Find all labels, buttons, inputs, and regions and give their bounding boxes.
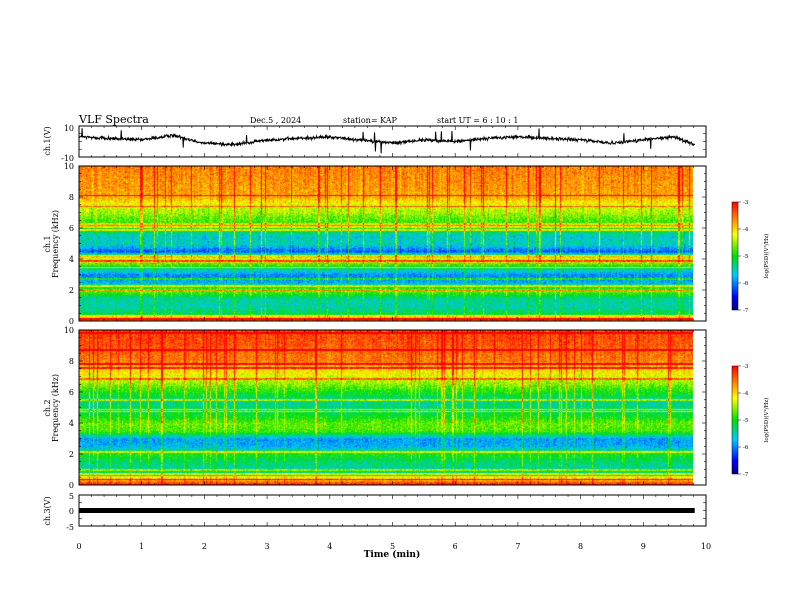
spec-ytick-label: 4 — [69, 419, 74, 428]
spec-ytick-label: 8 — [69, 193, 74, 202]
spec-ytick-label: 6 — [69, 388, 74, 397]
colorbar-tick-label: -3 — [743, 364, 749, 370]
ch1-spectrogram-panel: 0 2 4 6 8 10 ch.1 Frequency (kHz) — [43, 162, 707, 326]
header-start-time: start UT = 6 : 10 : 1 — [437, 116, 519, 125]
x-tick-label: 7 — [515, 542, 520, 551]
ch1-colorbar-label: log(PSD)(V²/Hz) — [763, 234, 770, 279]
colorbar-tick-label: -3 — [743, 200, 749, 206]
x-tick-label: 0 — [76, 542, 81, 551]
ch2-spectrogram-ylabel-line2: Frequency (kHz) — [51, 374, 60, 442]
x-tick-label: 8 — [578, 542, 583, 551]
x-axis-label: Time (min) — [364, 549, 421, 560]
ch3-ytick-top: 5 — [69, 492, 74, 501]
spec-ytick-label: 6 — [69, 224, 74, 233]
spec-ytick-label: 2 — [69, 286, 74, 295]
colorbar-tick-label: -4 — [743, 227, 749, 233]
x-tick-label: 6 — [453, 542, 458, 551]
ch1-spectrogram-ylabel-line1: ch.1 — [43, 235, 52, 252]
colorbar-tick-label: -7 — [743, 308, 749, 314]
spec-ytick-label: 4 — [69, 255, 74, 264]
ch1-ytick-top: 10 — [64, 124, 74, 133]
spec-ytick-label: 10 — [64, 162, 74, 171]
x-tick-label: 3 — [265, 542, 270, 551]
ch3-ytick-mid: 0 — [69, 507, 74, 516]
colorbar-tick-label: -7 — [743, 472, 749, 478]
ch3-ylabel: ch.3(V) — [43, 496, 52, 525]
x-tick-label: 1 — [139, 542, 144, 551]
spec-ytick-label: 2 — [69, 450, 74, 459]
ch1-waveform-panel: 10 -10 ch.1(V) — [43, 124, 707, 163]
spec-ytick-label: 10 — [64, 326, 74, 335]
ch1-waveform-line — [78, 128, 696, 154]
spec-ytick-label: 0 — [69, 317, 74, 326]
ch1-ylabel: ch.1(V) — [43, 126, 52, 155]
spec-ytick-label: 8 — [69, 357, 74, 366]
x-tick-label: 5 — [390, 542, 395, 551]
ch3-ytick-bottom: -5 — [66, 523, 74, 532]
colorbar-tick-label: -6 — [743, 281, 749, 287]
x-tick-label: 9 — [641, 542, 646, 551]
ch2-colorbar-label: log(PSD)(V²/Hz) — [763, 398, 770, 443]
ch1-colorbar: -3 -4 -5 -6 -7 log(PSD)(V²/Hz) — [731, 200, 770, 314]
spec-ytick-label: 0 — [69, 481, 74, 490]
ch2-spectrogram-image — [79, 330, 693, 485]
ch2-spectrogram-ylabel-line1: ch.2 — [43, 399, 52, 416]
colorbar-tick-label: -5 — [743, 254, 749, 260]
chart-title: VLF Spectra — [79, 113, 149, 126]
colorbar-tick-label: -4 — [743, 391, 749, 397]
header-date: Dec.5 , 2024 — [250, 116, 302, 125]
x-tick-label: 10 — [701, 542, 711, 551]
x-tick-label: 2 — [202, 542, 207, 551]
ch1-ytick-bottom: -10 — [61, 154, 74, 163]
ch1-spectrogram-image — [79, 166, 693, 321]
colorbar-tick-label: -5 — [743, 418, 749, 424]
ch2-colorbar: -3 -4 -5 -6 -7 log(PSD)(V²/Hz) — [731, 364, 770, 478]
header-station: station= KAP — [343, 116, 397, 125]
ch2-spectrogram-panel: 0 2 4 6 8 10 ch.2 Frequency (kHz) — [43, 326, 707, 490]
ch3-waveform-panel: 5 0 -5 ch.3(V) 0 1 2 3 4 5 6 7 8 9 10 Time (min) — [43, 492, 711, 560]
ch1-spectrogram-ylabel-line2: Frequency (kHz) — [51, 210, 60, 278]
colorbar-tick-label: -6 — [743, 445, 749, 451]
x-tick-label: 4 — [327, 542, 332, 551]
